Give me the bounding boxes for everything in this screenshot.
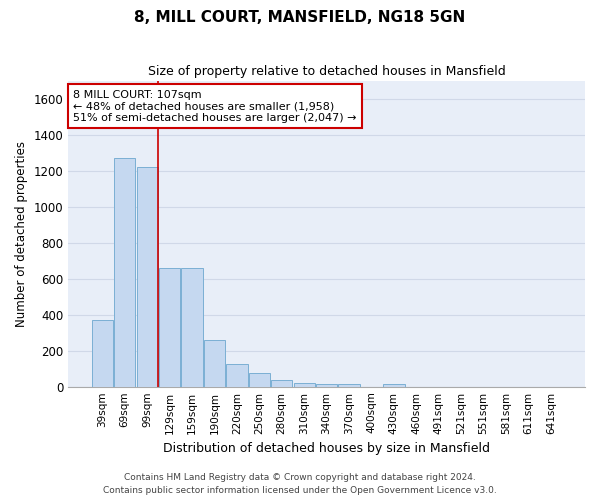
Bar — [114, 158, 136, 386]
Bar — [316, 384, 337, 386]
Bar — [271, 380, 292, 386]
Bar — [293, 383, 315, 386]
Bar — [204, 340, 225, 386]
Text: Contains HM Land Registry data © Crown copyright and database right 2024.
Contai: Contains HM Land Registry data © Crown c… — [103, 474, 497, 495]
Text: 8, MILL COURT, MANSFIELD, NG18 5GN: 8, MILL COURT, MANSFIELD, NG18 5GN — [134, 10, 466, 25]
Bar — [159, 268, 180, 386]
Bar — [181, 268, 203, 386]
Bar — [226, 364, 248, 386]
Bar — [92, 320, 113, 386]
Bar — [338, 384, 359, 386]
X-axis label: Distribution of detached houses by size in Mansfield: Distribution of detached houses by size … — [163, 442, 490, 455]
Bar — [137, 167, 158, 386]
Text: 8 MILL COURT: 107sqm
← 48% of detached houses are smaller (1,958)
51% of semi-de: 8 MILL COURT: 107sqm ← 48% of detached h… — [73, 90, 357, 123]
Y-axis label: Number of detached properties: Number of detached properties — [15, 140, 28, 326]
Title: Size of property relative to detached houses in Mansfield: Size of property relative to detached ho… — [148, 65, 505, 78]
Bar — [383, 384, 404, 386]
Bar — [248, 373, 270, 386]
